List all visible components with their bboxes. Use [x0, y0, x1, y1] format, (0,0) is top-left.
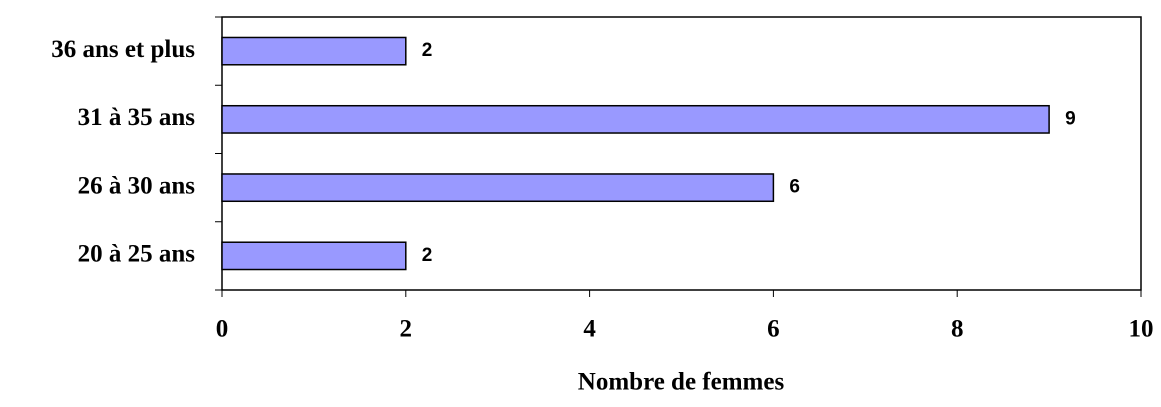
bar [221, 104, 1050, 134]
bar [221, 173, 775, 203]
y-tick-label: 36 ans et plus [51, 36, 195, 63]
y-tick-label: 31 à 35 ans [78, 104, 196, 131]
y-tick-label: 20 à 25 ans [78, 241, 196, 268]
x-tick-label: 6 [767, 316, 780, 343]
x-tick-label: 0 [216, 316, 229, 343]
bar [221, 241, 407, 271]
data-label: 2 [422, 40, 433, 61]
x-tick-label: 10 [1129, 316, 1154, 343]
x-tick-label: 2 [400, 316, 413, 343]
bar [221, 36, 407, 66]
data-label: 6 [789, 177, 800, 198]
y-tick-label: 26 à 30 ans [78, 172, 196, 199]
x-tick-label: 8 [951, 316, 964, 343]
x-axis-title: Nombre de femmes [578, 369, 785, 396]
data-label: 9 [1065, 108, 1076, 129]
x-tick-label: 4 [583, 316, 596, 343]
data-label: 2 [422, 245, 433, 266]
